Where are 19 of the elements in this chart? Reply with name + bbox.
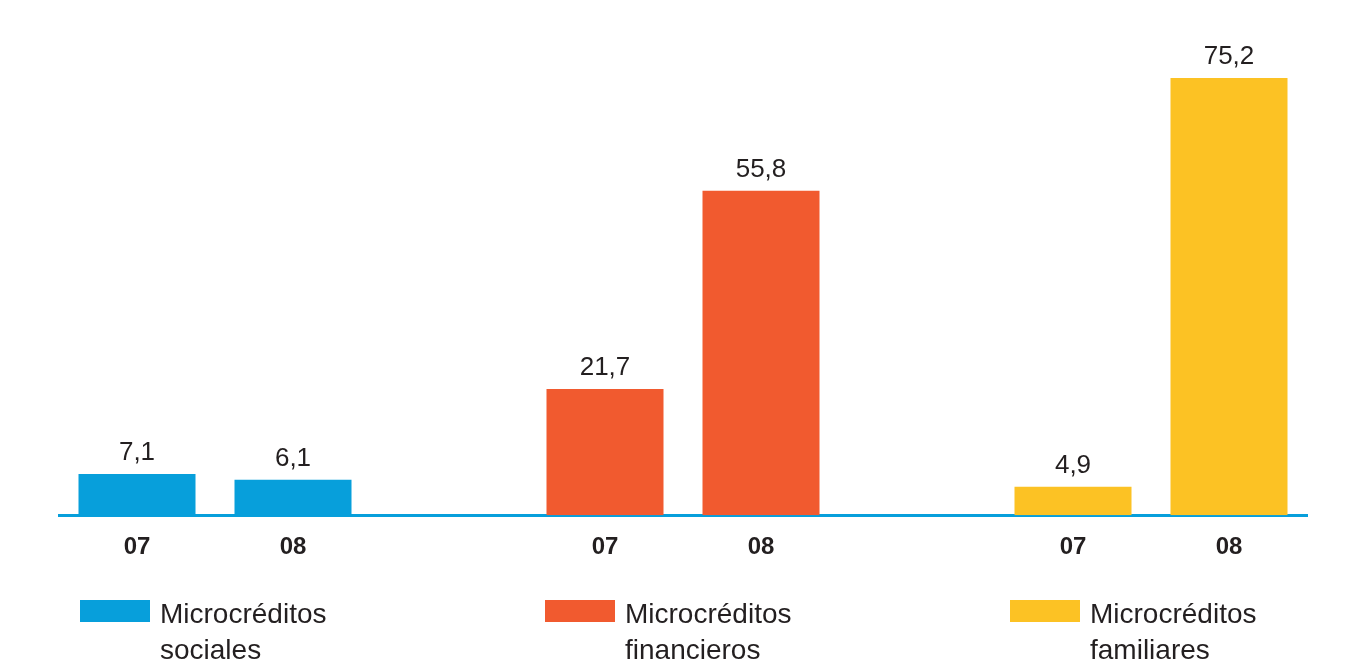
x-tick-label: 08 xyxy=(1215,532,1243,560)
bar xyxy=(1170,77,1288,516)
bar xyxy=(546,389,664,516)
data-label: 6,1 xyxy=(274,441,312,472)
legend-label: Microcréditos financieros xyxy=(625,597,793,667)
legend-label: Microcréditos sociales xyxy=(160,597,328,667)
legend-label: Microcréditos familiares xyxy=(1090,597,1258,667)
data-label: 21,7 xyxy=(579,351,631,382)
data-label: 4,9 xyxy=(1054,448,1092,479)
bar xyxy=(1014,486,1132,516)
data-label: 7,1 xyxy=(118,436,156,467)
bar xyxy=(702,190,820,516)
x-tick-label: 07 xyxy=(1059,532,1087,560)
data-label: 75,2 xyxy=(1203,40,1255,71)
data-label: 55,8 xyxy=(735,152,787,183)
x-tick-label: 08 xyxy=(747,532,775,560)
x-tick-label: 07 xyxy=(591,532,619,560)
x-tick-label: 07 xyxy=(123,532,151,560)
x-tick-label: 08 xyxy=(279,532,307,560)
